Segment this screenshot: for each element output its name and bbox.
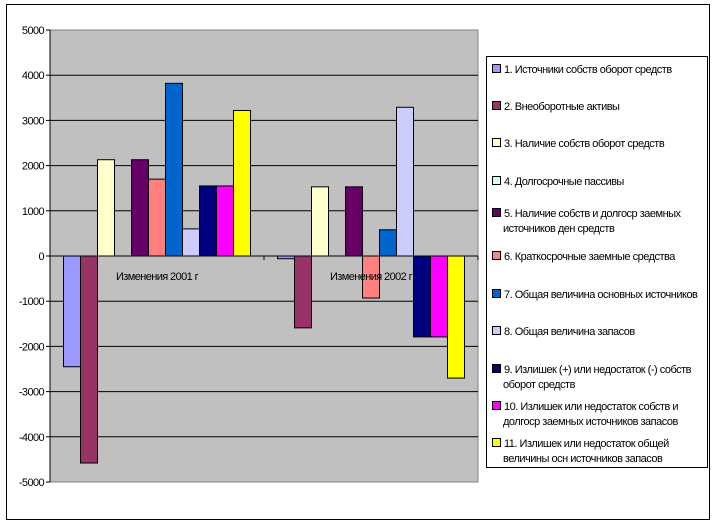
legend-item: 3. Наличие собств оборот средств <box>492 137 704 152</box>
legend-label: 2. Внеоборотные активы <box>504 101 620 113</box>
bar-series-1-1 <box>63 255 81 368</box>
legend-item: 10. Излишек или недостаток собств и долго… <box>492 400 704 430</box>
legend-label-line2: долгоср заемных источников запасов <box>503 416 678 428</box>
legend-label: 1. Источники собств оборот средств <box>504 64 672 76</box>
legend-item: 8. Общая величина запасов <box>492 325 704 340</box>
legend-item: 7. Общая величина основных источников <box>492 288 704 303</box>
legend-label: 6. Краткосрочные заемные средства <box>504 251 675 263</box>
legend-item: 6. Краткосрочные заемные средства <box>492 250 704 265</box>
bar-series-2-2 <box>294 255 312 329</box>
legend-swatch <box>492 101 501 110</box>
y-tick-label: -2000 <box>19 341 45 353</box>
legend-label: 7. Общая величина основных источников <box>504 289 698 301</box>
legend-swatch <box>492 364 501 373</box>
legend-swatch <box>492 138 501 147</box>
legend-swatch <box>492 438 501 447</box>
y-tick-label: -1000 <box>19 296 45 308</box>
legend-label: 9. Излишек (+) или недостаток (-) собств <box>504 364 692 376</box>
bar-series-11-2 <box>447 255 465 379</box>
legend-label: 10. Излишек или недостаток собств и <box>504 401 679 413</box>
y-tick-label: -3000 <box>19 387 45 399</box>
legend-label: 3. Наличие собств оборот средств <box>504 138 665 150</box>
chart-frame <box>6 4 710 520</box>
bar-series-11-1 <box>233 109 251 257</box>
legend-swatch <box>492 64 501 73</box>
legend-swatch <box>492 289 501 298</box>
y-tick-label: 4000 <box>22 70 45 82</box>
y-tick-label: -5000 <box>19 477 45 489</box>
bar-series-7-1 <box>165 82 183 257</box>
legend-label: 4. Долгосрочные пассивы <box>504 176 624 188</box>
y-tick-label: 5000 <box>22 25 45 37</box>
legend-item: 1. Источники собств оборот средств <box>492 63 704 78</box>
bar-series-6-1 <box>148 178 166 257</box>
legend-label-line2: оборот средств <box>503 379 575 391</box>
legend-label-line2: величины осн источников запасов <box>503 453 663 465</box>
y-tick-label: 2000 <box>22 161 45 173</box>
legend-swatch <box>492 176 501 185</box>
bar-series-5-2 <box>345 186 363 257</box>
bar-series-2-1 <box>80 255 98 464</box>
legend-item: 5. Наличие собств и долгоср заемных источ… <box>492 207 704 237</box>
bar-series-5-1 <box>131 159 149 257</box>
legend-label-line2: источников ден средств <box>503 223 615 235</box>
legend-swatch <box>492 208 501 217</box>
legend-label: 11. Излишек или недостаток общей <box>504 438 669 450</box>
legend-item: 11. Излишек или недостаток общей величины… <box>492 437 704 467</box>
legend-item: 2. Внеоборотные активы <box>492 100 704 115</box>
legend-item: 4. Долгосрочные пассивы <box>492 175 704 190</box>
bar-series-8-2 <box>396 106 414 257</box>
legend-label: 5. Наличие собств и долгоср заемных <box>504 208 681 220</box>
bar-series-9-1 <box>199 185 217 257</box>
y-tick-label: 0 <box>38 251 44 263</box>
bar-series-3-2 <box>311 186 329 257</box>
y-tick-label: 1000 <box>22 206 45 218</box>
legend-label: 8. Общая величина запасов <box>504 326 635 338</box>
bar-series-10-2 <box>430 255 448 338</box>
x-category-label: Изменения 2001 г <box>116 271 199 283</box>
legend-item: 9. Излишек (+) или недостаток (-) собств… <box>492 363 704 393</box>
y-tick-label: 3000 <box>22 115 45 127</box>
legend-swatch <box>492 251 501 260</box>
legend-swatch <box>492 401 501 410</box>
bar-series-10-1 <box>216 185 234 257</box>
legend-swatch <box>492 326 501 335</box>
bar-series-9-2 <box>413 255 431 338</box>
y-tick-label: -4000 <box>19 432 45 444</box>
bar-series-7-2 <box>379 229 397 257</box>
bar-series-3-1 <box>97 159 115 257</box>
bar-series-8-1 <box>182 228 200 257</box>
x-category-label: Изменения 2002 г <box>330 271 413 283</box>
legend: 1. Источники собств оборот средств 2. Вне… <box>486 56 708 468</box>
